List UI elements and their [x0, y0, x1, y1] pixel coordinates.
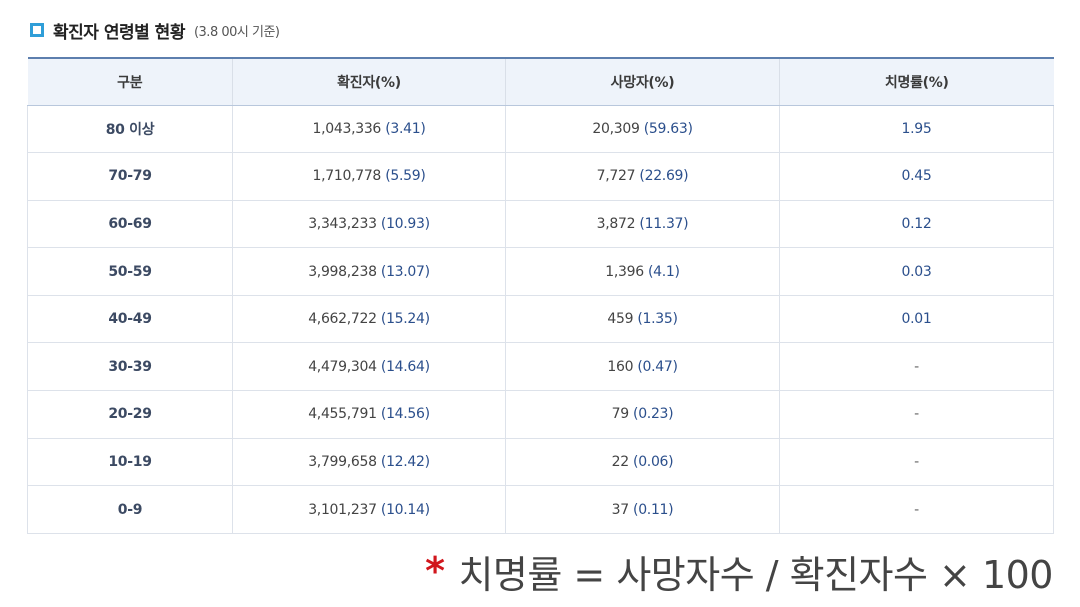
confirmed-percent: (15.24) — [380, 311, 430, 328]
age-group-cell: 20-29 — [27, 390, 233, 439]
fatality-cell: - — [779, 390, 1054, 439]
deaths-percent: (0.47) — [637, 358, 678, 375]
confirmed-count: 3,101,237 — [308, 501, 377, 518]
deaths-count: 3,872 — [596, 215, 636, 232]
confirmed-cell: 3,799,658 (12.42) — [232, 438, 506, 487]
confirmed-percent: (14.64) — [380, 358, 430, 375]
deaths-percent: (4.1) — [648, 263, 680, 280]
confirmed-percent: (5.59) — [385, 168, 426, 185]
deaths-cell: 7,727 (22.69) — [505, 152, 780, 201]
table-row: 20-29 4,455,791 (14.56) 79 (0.23) - — [27, 390, 1054, 439]
deaths-count: 160 — [607, 358, 634, 375]
table-row: 50-59 3,998,238 (13.07) 1,396 (4.1) 0.03 — [27, 247, 1054, 296]
deaths-percent: (0.06) — [633, 453, 674, 470]
fatality-cell: 1.95 — [779, 105, 1054, 154]
fatality-cell: 0.03 — [779, 247, 1054, 296]
deaths-count: 20,309 — [592, 120, 640, 137]
confirmed-percent: (14.56) — [380, 406, 430, 423]
table-row: 30-39 4,479,304 (14.64) 160 (0.47) - — [27, 342, 1054, 392]
fatality-cell: - — [779, 438, 1054, 487]
confirmed-count: 4,455,791 — [308, 406, 377, 423]
age-group-cell: 10-19 — [27, 438, 233, 487]
confirmed-percent: (10.14) — [380, 501, 430, 518]
fatality-cell: 0.45 — [779, 152, 1054, 201]
fatality-formula-note: * 치명률 = 사망자수 / 확진자수 × 100 — [425, 541, 1053, 601]
deaths-count: 22 — [611, 453, 630, 470]
deaths-cell: 3,872 (11.37) — [505, 200, 780, 249]
fatality-cell: 0.12 — [779, 200, 1054, 249]
table-row: 10-19 3,799,658 (12.42) 22 (0.06) - — [27, 438, 1054, 487]
age-group-cell: 30-39 — [27, 342, 233, 392]
deaths-percent: (1.35) — [637, 311, 678, 328]
fatality-cell: - — [779, 485, 1054, 534]
confirmed-percent: (10.93) — [380, 215, 430, 232]
column-header-confirmed: 확진자(%) — [232, 57, 506, 106]
deaths-count: 79 — [611, 406, 630, 423]
deaths-cell: 37 (0.11) — [505, 485, 780, 534]
table-header-row: 구분 확진자(%) 사망자(%) 치명률(%) — [27, 57, 1054, 106]
confirmed-cell: 3,343,233 (10.93) — [232, 200, 506, 249]
confirmed-count: 4,662,722 — [308, 311, 377, 328]
table-row: 60-69 3,343,233 (10.93) 3,872 (11.37) 0.12 — [27, 200, 1054, 249]
square-bullet-icon — [30, 23, 44, 37]
deaths-cell: 160 (0.47) — [505, 342, 780, 392]
deaths-cell: 79 (0.23) — [505, 390, 780, 439]
column-header-deaths: 사망자(%) — [505, 57, 780, 106]
deaths-cell: 22 (0.06) — [505, 438, 780, 487]
table-body: 80 이상 1,043,336 (3.41) 20,309 (59.63) 1.95 7… — [27, 105, 1054, 534]
deaths-count: 459 — [607, 311, 634, 328]
age-group-cell: 50-59 — [27, 247, 233, 296]
confirmed-cell: 4,479,304 (14.64) — [232, 342, 506, 392]
fatality-cell: - — [779, 342, 1054, 392]
age-group-cell: 0-9 — [27, 485, 233, 534]
confirmed-percent: (3.41) — [385, 120, 426, 137]
confirmed-count: 3,998,238 — [308, 263, 377, 280]
age-group-cell: 60-69 — [27, 200, 233, 249]
table-row: 80 이상 1,043,336 (3.41) 20,309 (59.63) 1.95 — [27, 105, 1054, 154]
fatality-cell: 0.01 — [779, 295, 1054, 344]
confirmed-count: 1,043,336 — [312, 120, 382, 137]
confirmed-cell: 3,101,237 (10.14) — [232, 485, 506, 534]
confirmed-count: 3,799,658 — [308, 453, 377, 470]
confirmed-cell: 1,043,336 (3.41) — [232, 105, 506, 154]
deaths-percent: (11.37) — [639, 215, 689, 232]
deaths-cell: 459 (1.35) — [505, 295, 780, 344]
age-stats-table-container: 구분 확진자(%) 사망자(%) 치명률(%) 80 이상 1,043,336 (… — [27, 57, 1054, 534]
confirmed-count: 3,343,233 — [308, 215, 377, 232]
deaths-count: 37 — [611, 501, 630, 518]
age-group-cell: 80 이상 — [27, 105, 233, 154]
deaths-cell: 20,309 (59.63) — [505, 105, 780, 154]
column-header-group: 구분 — [27, 57, 233, 106]
section-title: 확진자 연령별 현황 — [53, 22, 185, 43]
column-header-fatality: 치명률(%) — [779, 57, 1054, 106]
table-row: 0-9 3,101,237 (10.14) 37 (0.11) - — [27, 485, 1054, 534]
age-group-cell: 70-79 — [27, 152, 233, 201]
confirmed-count: 4,479,304 — [308, 358, 377, 375]
deaths-count: 1,396 — [605, 263, 644, 280]
section-note: (3.8 00시 기준) — [193, 24, 280, 40]
deaths-percent: (0.11) — [633, 501, 674, 518]
deaths-cell: 1,396 (4.1) — [505, 247, 780, 296]
section-header: 확진자 연령별 현황 (3.8 00시 기준) — [30, 14, 280, 46]
formula-text: 치명률 = 사망자수 / 확진자수 × 100 — [458, 552, 1053, 597]
confirmed-cell: 1,710,778 (5.59) — [232, 152, 506, 201]
deaths-percent: (22.69) — [639, 168, 689, 185]
deaths-percent: (0.23) — [633, 406, 674, 423]
age-stats-table: 구분 확진자(%) 사망자(%) 치명률(%) 80 이상 1,043,336 (… — [27, 57, 1054, 534]
table-row: 40-49 4,662,722 (15.24) 459 (1.35) 0.01 — [27, 295, 1054, 344]
confirmed-cell: 3,998,238 (13.07) — [232, 247, 506, 296]
age-group-cell: 40-49 — [27, 295, 233, 344]
confirmed-count: 1,710,778 — [312, 168, 382, 185]
asterisk-mark: * — [425, 549, 445, 593]
deaths-percent: (59.63) — [643, 120, 693, 137]
confirmed-percent: (12.42) — [380, 453, 430, 470]
confirmed-cell: 4,662,722 (15.24) — [232, 295, 506, 344]
confirmed-cell: 4,455,791 (14.56) — [232, 390, 506, 439]
table-row: 70-79 1,710,778 (5.59) 7,727 (22.69) 0.45 — [27, 152, 1054, 201]
confirmed-percent: (13.07) — [380, 263, 430, 280]
deaths-count: 7,727 — [596, 168, 636, 185]
